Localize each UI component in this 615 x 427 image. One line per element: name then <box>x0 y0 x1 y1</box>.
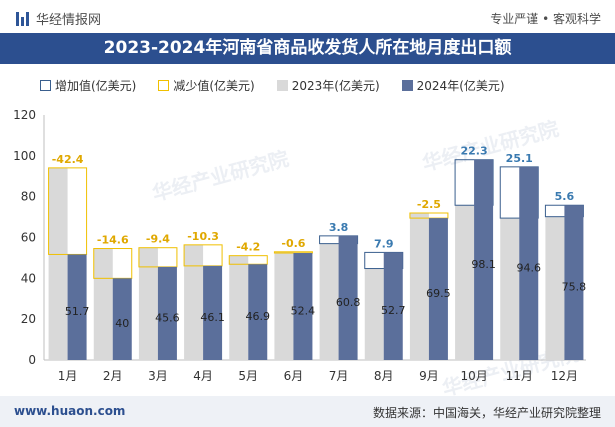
bar-2023 <box>455 205 475 360</box>
bar-2024 <box>519 166 539 360</box>
bar-2024 <box>474 159 494 360</box>
bar-2024 <box>112 278 132 360</box>
legend: 增加值(亿美元) 减少值(亿美元) 2023年(亿美元) 2024年(亿美元) <box>40 77 527 94</box>
bar-2023 <box>138 247 158 360</box>
x-tick-label: 9月 <box>419 369 439 383</box>
chart-title: 2023-2024年河南省商品收发货人所在地月度出口额 <box>0 33 615 64</box>
x-tick-label: 5月 <box>238 369 258 383</box>
change-value-label: 3.8 <box>329 221 349 234</box>
bar-2024-value-label: 51.7 <box>65 305 90 318</box>
change-box-decrease <box>93 248 133 279</box>
bar-2024-value-label: 60.8 <box>336 296 361 309</box>
x-tick-label: 3月 <box>148 369 168 383</box>
x-tick-label: 7月 <box>329 369 349 383</box>
legend-label: 增加值(亿美元) <box>55 79 137 93</box>
bar-2024-value-label: 45.6 <box>155 311 180 324</box>
brand-logo-icon <box>16 11 30 26</box>
legend-item-2024: 2024年(亿美元) <box>401 77 505 94</box>
y-tick-label: 0 <box>28 353 36 367</box>
x-tick-label: 12月 <box>551 369 578 383</box>
bar-2024-value-label: 75.8 <box>562 281 587 294</box>
change-value-label: -14.6 <box>97 234 129 247</box>
bar-2023 <box>274 251 294 360</box>
brand-name: 华经情报网 <box>36 13 102 28</box>
bar-2024-value-label: 46.9 <box>246 310 271 323</box>
bar-2023 <box>409 213 429 360</box>
change-value-label: -2.5 <box>417 198 441 211</box>
bar-2023 <box>500 218 520 360</box>
y-tick-label: 60 <box>21 231 36 245</box>
x-tick-label: 1月 <box>58 369 78 383</box>
top-bar: 华经情报网 专业严谨 • 客观科学 <box>0 0 615 33</box>
x-tick-label: 6月 <box>284 369 304 383</box>
change-value-label: -9.4 <box>146 233 170 246</box>
legend-label: 2023年(亿美元) <box>291 79 380 93</box>
change-box-decrease <box>48 167 88 255</box>
bar-2023 <box>364 268 384 360</box>
change-value-label: -42.4 <box>52 153 84 166</box>
legend-swatch-2023 <box>276 80 288 91</box>
tagline: 专业严谨 • 客观科学 <box>490 12 601 26</box>
legend-item-2023: 2023年(亿美元) <box>276 77 380 94</box>
legend-item-increase: 增加值(亿美元) <box>40 77 136 94</box>
y-tick-label: 20 <box>21 312 36 326</box>
change-value-label: -4.2 <box>236 241 260 254</box>
bar-2024 <box>293 253 313 360</box>
y-tick-label: 80 <box>21 190 36 204</box>
change-value-label: -0.6 <box>281 237 305 250</box>
change-value-label: 22.3 <box>461 145 488 158</box>
bar-2024-value-label: 46.1 <box>200 311 225 324</box>
footer-url: www.huaon.com <box>14 404 126 418</box>
bar-2024-value-label: 52.7 <box>381 304 406 317</box>
x-tick-label: 2月 <box>103 369 123 383</box>
x-tick-label: 8月 <box>374 369 394 383</box>
bar-2024-value-label: 52.4 <box>291 305 316 318</box>
bar-2024-value-label: 69.5 <box>426 287 451 300</box>
bar-2023 <box>319 243 339 360</box>
bar-2024-value-label: 40 <box>115 317 129 330</box>
bar-2023 <box>184 244 204 360</box>
x-tick-label: 10月 <box>460 369 487 383</box>
change-value-label: 5.6 <box>555 190 575 203</box>
change-value-label: 25.1 <box>506 152 533 165</box>
bar-2024-value-label: 94.6 <box>517 261 542 274</box>
change-value-label: 7.9 <box>374 237 394 250</box>
legend-label: 2024年(亿美元) <box>416 79 505 93</box>
bar-2023 <box>93 248 113 360</box>
bar-chart: 0 20 40 60 80 100 120 51.7 -42.4 1月 40 -14.6 2月 45.6 -… <box>13 108 587 383</box>
change-value-label: -10.3 <box>187 230 219 243</box>
legend-label: 减少值(亿美元) <box>173 79 255 93</box>
bar-2023 <box>545 216 565 360</box>
bar-2024 <box>157 266 177 360</box>
legend-swatch-2024 <box>401 80 413 91</box>
bar-2024 <box>203 265 223 360</box>
footer-source: 数据来源：中国海关，华经产业研究院整理 <box>372 406 601 420</box>
y-tick-label: 120 <box>13 108 36 122</box>
x-tick-label: 4月 <box>193 369 213 383</box>
bar-2024 <box>67 254 87 360</box>
y-tick-label: 100 <box>13 149 36 163</box>
bar-2024 <box>428 218 448 360</box>
bar-2024-value-label: 98.1 <box>471 258 496 271</box>
bar-2024 <box>338 235 358 360</box>
legend-swatch-increase <box>40 80 51 91</box>
legend-swatch-decrease <box>158 80 170 91</box>
x-tick-label: 11月 <box>506 369 533 383</box>
bar-2024 <box>248 264 268 360</box>
legend-item-decrease: 减少值(亿美元) <box>158 77 255 94</box>
y-tick-label: 40 <box>21 271 36 285</box>
footer: www.huaon.com 数据来源：中国海关，华经产业研究院整理 <box>0 396 615 427</box>
bar-2023 <box>229 255 249 360</box>
bar-2024 <box>564 205 584 360</box>
bar-2023 <box>48 167 68 360</box>
bar-2024 <box>383 252 403 360</box>
brand: 华经情报网 <box>16 9 101 28</box>
